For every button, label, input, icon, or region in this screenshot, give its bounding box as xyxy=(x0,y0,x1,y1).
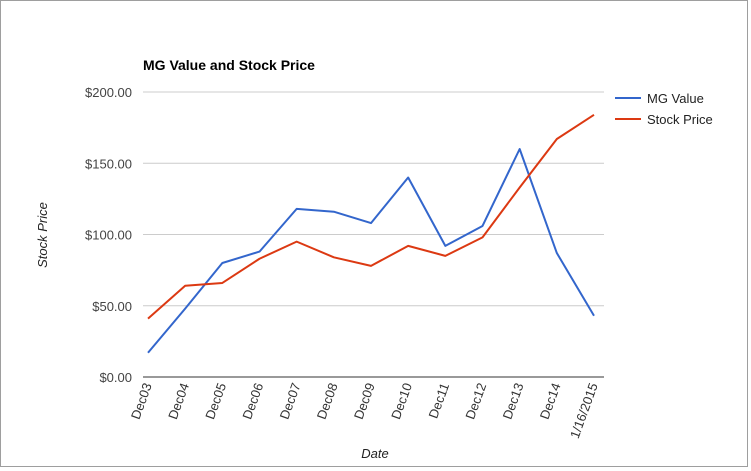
chart-title: MG Value and Stock Price xyxy=(143,57,315,73)
x-axis-title: Date xyxy=(361,446,388,461)
legend-label: MG Value xyxy=(647,91,704,106)
series-lines xyxy=(147,113,595,354)
y-tick-label: $100.00 xyxy=(85,228,132,243)
y-tick-label: $150.00 xyxy=(85,156,132,171)
y-axis-ticks: $0.00 $50.00 $100.00 $150.00 $200.00 xyxy=(85,85,132,385)
y-tick-label: $0.00 xyxy=(99,370,132,385)
gridlines xyxy=(143,91,604,307)
series-line-stock-price xyxy=(147,113,595,320)
y-tick-label: $200.00 xyxy=(85,85,132,100)
series-line-mg-value xyxy=(147,148,595,354)
y-axis-title: Stock Price xyxy=(35,202,50,268)
legend: MG Value Stock Price xyxy=(615,91,713,127)
y-tick-label: $50.00 xyxy=(92,299,132,314)
legend-label: Stock Price xyxy=(647,112,713,127)
